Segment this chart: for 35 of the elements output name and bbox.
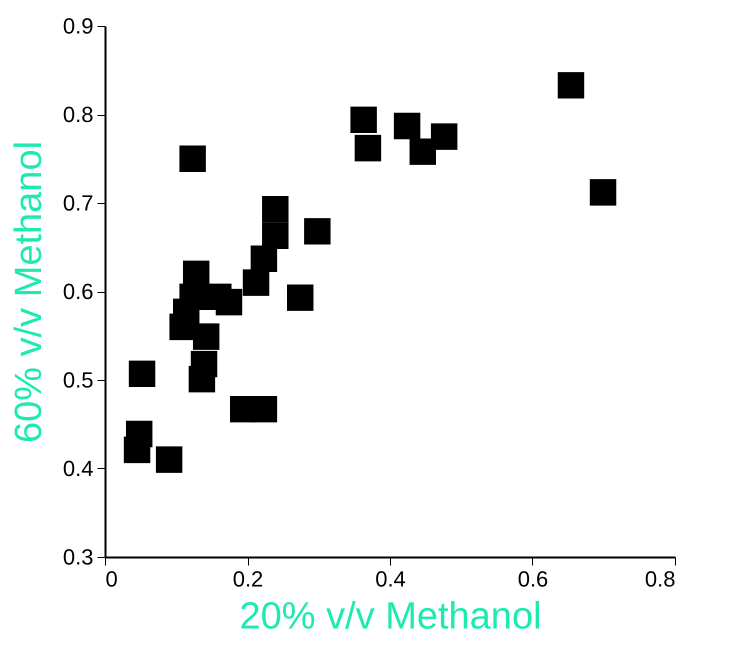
point (354, 134, 382, 162)
point (410, 138, 436, 165)
point (124, 436, 150, 464)
point (242, 269, 270, 296)
x-tick-label: 0 (106, 566, 118, 592)
y-tick-label: 0.4 (62, 456, 94, 481)
point (394, 112, 420, 140)
y-tick-label: 0.6 (62, 279, 94, 304)
y-tick-label: 0.5 (62, 368, 94, 392)
point (188, 366, 216, 392)
y-tick-label: 0.7 (62, 190, 94, 216)
x-axis-title: 20% v/v Methanol (239, 596, 542, 638)
x-tick-label: 0.2 (232, 566, 264, 592)
x-tick-label: 0.4 (375, 566, 406, 592)
point (350, 106, 377, 134)
point (128, 360, 156, 388)
point (156, 446, 182, 473)
point (262, 222, 289, 249)
y-tick-label: 0.8 (62, 102, 94, 127)
x-tick-label: 0.6 (518, 566, 548, 592)
point (286, 284, 314, 311)
point (250, 246, 278, 272)
y-tick-label: 0.9 (62, 14, 94, 38)
point (179, 146, 206, 172)
y-axis-title: 60% v/v Methanol (8, 140, 50, 444)
point (192, 323, 220, 350)
point (216, 288, 242, 316)
point (262, 196, 289, 222)
x-tick-label: 0.8 (644, 566, 676, 592)
y-tick-label: 0.3 (62, 544, 94, 570)
point (304, 218, 331, 245)
point (430, 123, 458, 150)
point (558, 72, 584, 99)
point (590, 179, 616, 206)
point (250, 396, 278, 422)
